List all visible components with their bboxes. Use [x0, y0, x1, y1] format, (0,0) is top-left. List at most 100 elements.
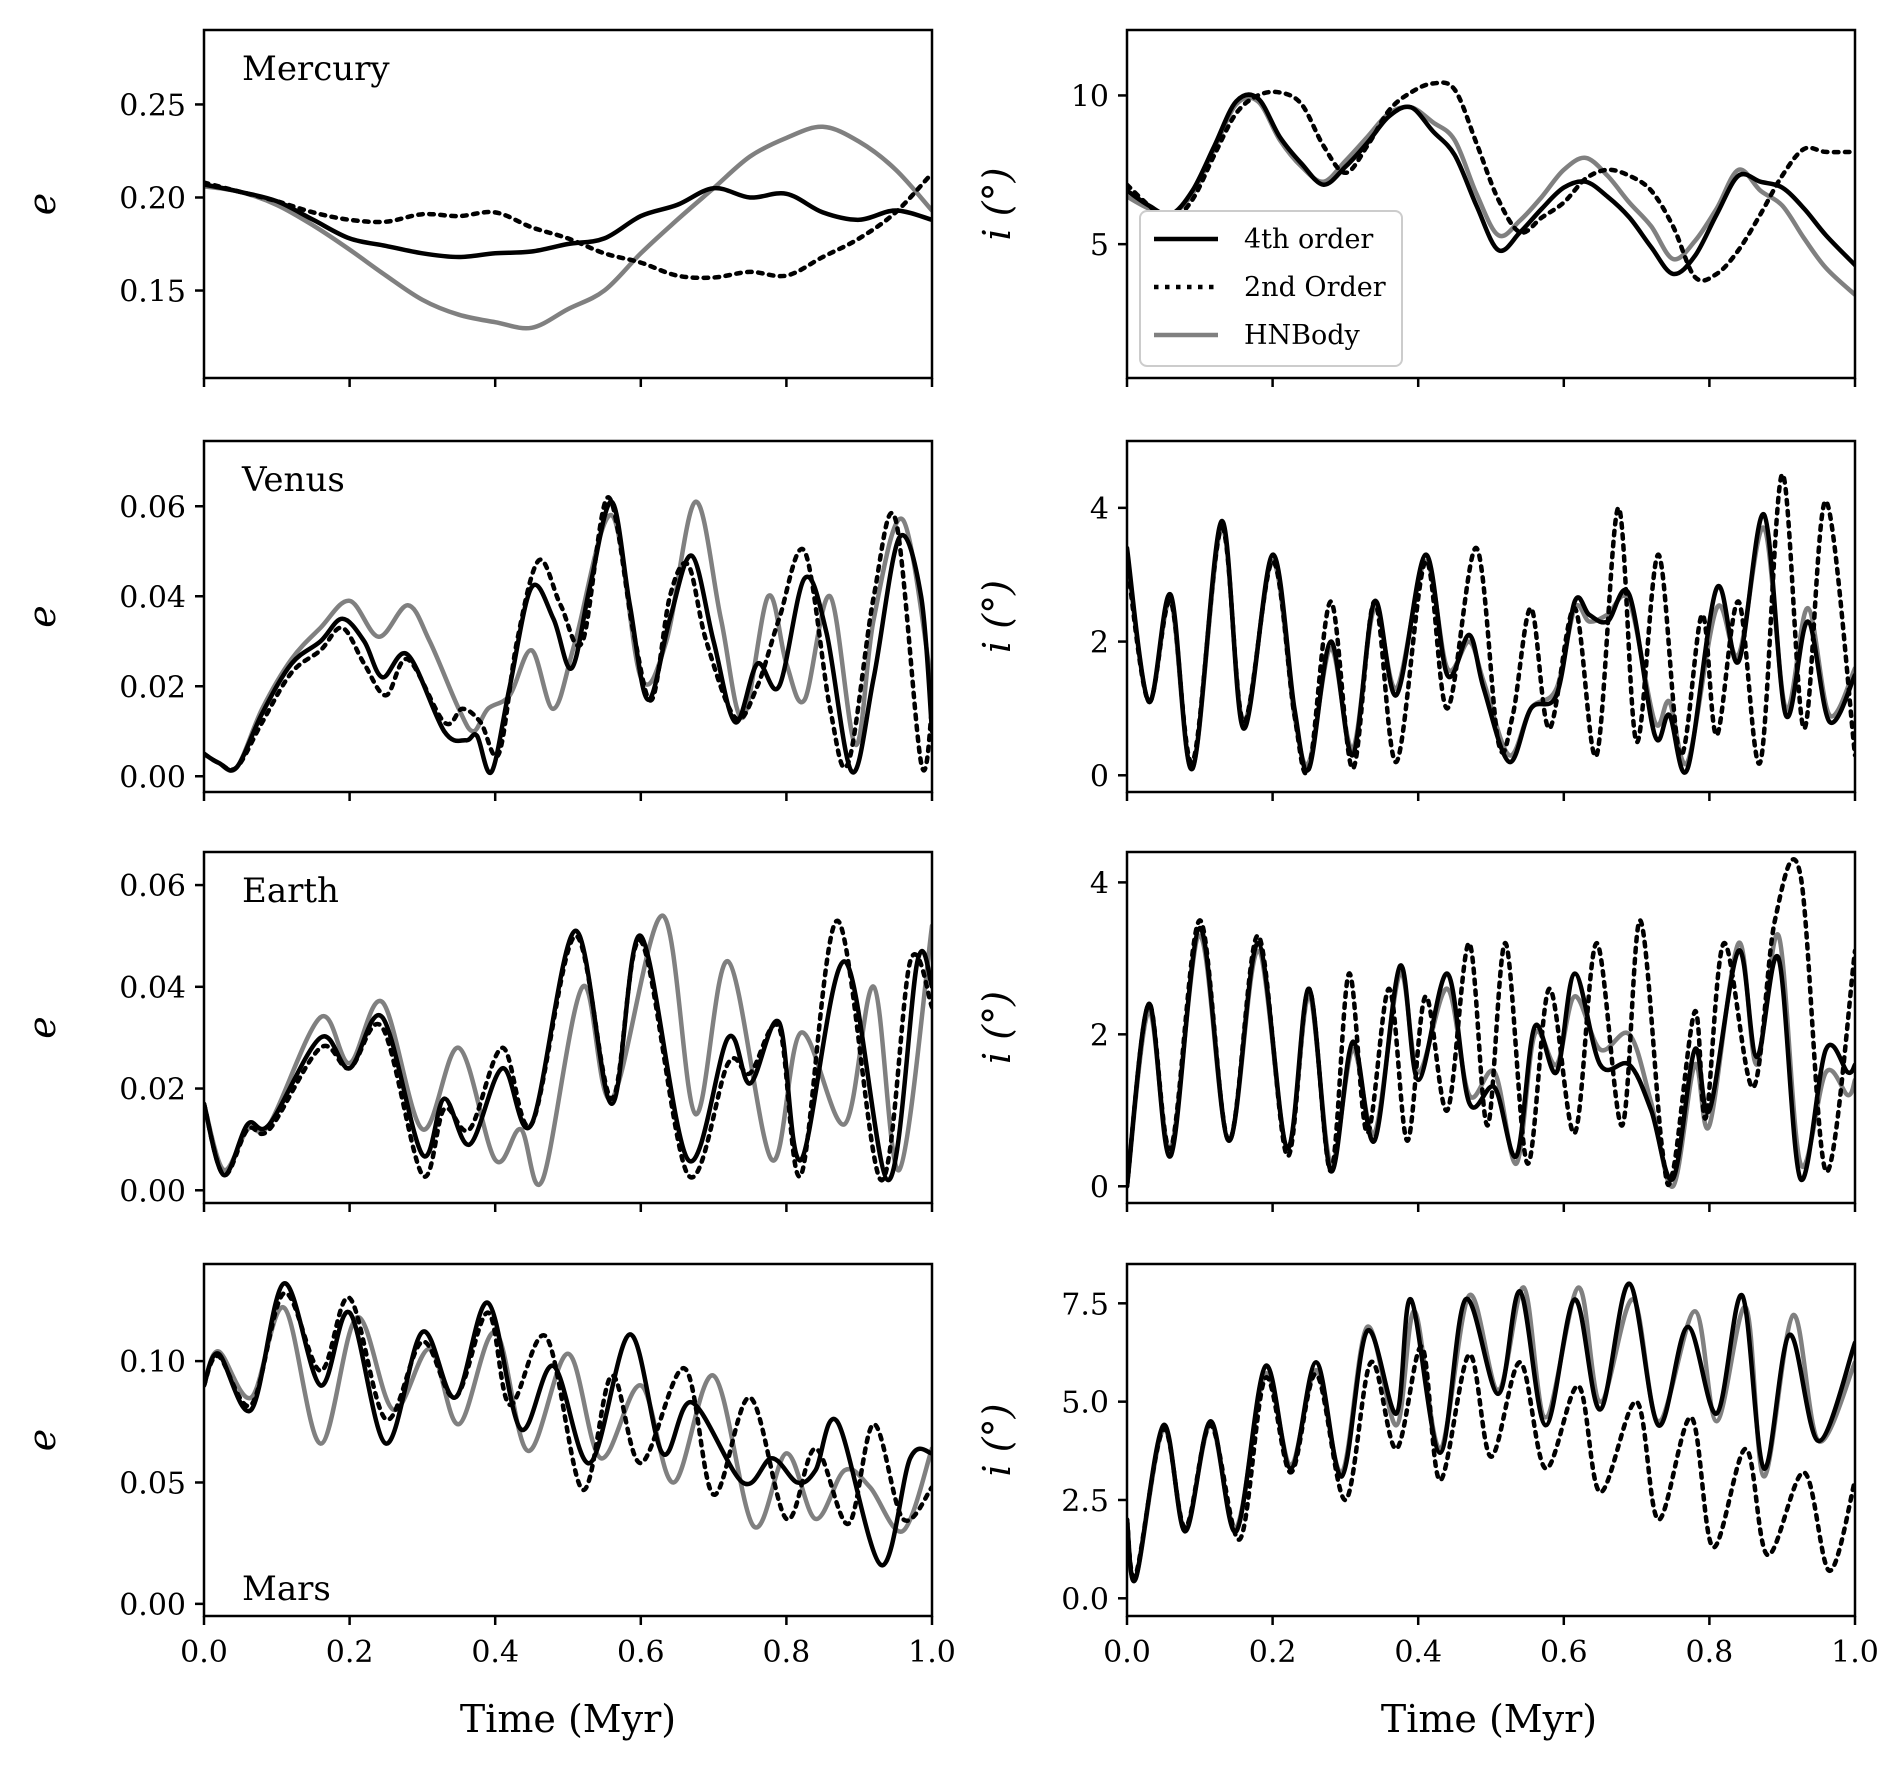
- venus-inclination-y-tick-label: 4: [1090, 492, 1109, 527]
- earth-eccentricity-planet-label: Earth: [242, 871, 339, 911]
- mercury-eccentricity-series: [204, 124, 932, 331]
- mercury-eccentricity-panel: 0.15 0.20 0.25 e Mercury: [20, 28, 934, 387]
- venus-eccentricity-line-2nd-order: [204, 495, 932, 773]
- earth-inclination-y-tick-label: 2: [1090, 1018, 1109, 1053]
- legend: 4th order 2nd Order HNBody: [1139, 210, 1403, 367]
- venus-eccentricity-line-hnbody: [204, 499, 932, 773]
- mercury-inclination-y-tick-label: 10: [1071, 79, 1109, 114]
- mars-eccentricity-series: [204, 1281, 932, 1568]
- venus-eccentricity-y-tick-label: 0.02: [119, 670, 186, 705]
- venus-eccentricity-line-4th-order: [204, 499, 932, 776]
- mars-inclination-line-hnbody: [1127, 1285, 1855, 1584]
- mercury-inclination-line-hnbody: [1127, 95, 1855, 297]
- x-axis-label-left: Time (Myr): [460, 1697, 676, 1741]
- earth-eccentricity-y-tick-label: 0.04: [119, 971, 186, 1006]
- earth-eccentricity-y-tick-label: 0.00: [119, 1174, 186, 1209]
- mars-eccentricity-x-tick-label: 1.0: [908, 1635, 956, 1670]
- venus-inclination-line-4th-order: [1127, 512, 1855, 775]
- venus-eccentricity-planet-label: Venus: [241, 460, 345, 500]
- venus-eccentricity-y-tick-label: 0.04: [119, 580, 186, 615]
- mars-inclination-y-tick-label: 0.0: [1061, 1582, 1109, 1617]
- mars-eccentricity-y-tick-label: 0.05: [119, 1466, 186, 1501]
- mercury-inclination-line-2nd-order: [1127, 80, 1855, 283]
- earth-inclination-line-4th-order: [1127, 925, 1855, 1189]
- mars-inclination-y-tick-label: 2.5: [1061, 1484, 1109, 1519]
- mercury-inclination-y-axis-label: i (°): [975, 168, 1019, 241]
- mercury-eccentricity-axes-frame: [202, 28, 934, 380]
- mars-inclination-x-tick-label: 0.0: [1103, 1635, 1151, 1670]
- mars-eccentricity-y-tick-label: 0.10: [119, 1345, 186, 1380]
- mars-inclination-y-axis-label: i (°): [975, 1404, 1019, 1477]
- earth-inclination-panel: 0 2 4 i (°): [975, 850, 1857, 1212]
- mars-inclination-panel: 0.0 0.2 0.4 0.6 0.8 1.0 0.0 2.5 5.0 7.5 i (°): [975, 1262, 1879, 1670]
- mercury-eccentricity-y-tick-label: 0.20: [119, 181, 186, 216]
- venus-eccentricity-axes-frame: [202, 439, 934, 794]
- mars-inclination-x-tick-label: 0.6: [1540, 1635, 1588, 1670]
- x-axis-labels: Time (Myr) Time (Myr): [460, 1697, 1597, 1741]
- mercury-eccentricity-planet-label: Mercury: [242, 49, 390, 89]
- mars-eccentricity-x-tick-label: 0.6: [617, 1635, 665, 1670]
- mercury-inclination-panel: 5 10 i (°): [975, 28, 1857, 387]
- earth-inclination-axes-frame: [1125, 850, 1857, 1205]
- earth-eccentricity-line-4th-order: [204, 928, 932, 1183]
- venus-eccentricity-y-axis-label: e: [20, 605, 64, 628]
- legend-label-hnbody: HNBody: [1244, 320, 1361, 351]
- mercury-eccentricity-y-tick-label: 0.15: [119, 275, 186, 310]
- earth-inclination-y-axis-label: i (°): [975, 991, 1019, 1064]
- earth-inclination-y-tick-label: 0: [1090, 1170, 1109, 1205]
- x-axis-label-right: Time (Myr): [1381, 1697, 1597, 1741]
- mercury-inclination-y-tick-label: 5: [1090, 228, 1109, 263]
- mercury-eccentricity-line-4th-order: [204, 182, 932, 260]
- venus-inclination-y-axis-label: i (°): [975, 580, 1019, 653]
- mars-eccentricity-axes-frame: [202, 1262, 934, 1618]
- venus-inclination-series: [1127, 472, 1855, 776]
- earth-eccentricity-y-axis-label: e: [20, 1016, 64, 1039]
- mars-inclination-series: [1127, 1281, 1855, 1584]
- mercury-inclination-axes-frame: [1125, 28, 1857, 380]
- mercury-eccentricity-line-hnbody: [204, 124, 932, 331]
- earth-eccentricity-axes-frame: [202, 850, 934, 1205]
- mars-eccentricity-line-2nd-order: [204, 1290, 932, 1527]
- earth-eccentricity-y-tick-label: 0.06: [119, 869, 186, 904]
- mars-eccentricity-line-hnbody: [204, 1305, 932, 1534]
- mercury-eccentricity-y-axis-label: e: [20, 193, 64, 216]
- mars-inclination-x-tick-label: 0.4: [1394, 1635, 1442, 1670]
- mars-eccentricity-planet-label: Mars: [242, 1569, 331, 1609]
- mars-eccentricity-panel: 0.0 0.2 0.4 0.6 0.8 1.0 0.00 0.05 0.10 e Mars: [20, 1262, 956, 1670]
- mercury-inclination-line-4th-order: [1127, 92, 1855, 277]
- mars-eccentricity-y-axis-label: e: [20, 1429, 64, 1452]
- venus-eccentricity-series: [204, 495, 932, 776]
- mars-inclination-y-tick-label: 5.0: [1061, 1386, 1109, 1421]
- legend-frame: [1139, 210, 1403, 367]
- earth-eccentricity-series: [204, 913, 932, 1187]
- venus-eccentricity-y-tick-label: 0.06: [119, 490, 186, 525]
- mars-inclination-line-4th-order: [1127, 1281, 1855, 1584]
- mars-eccentricity-x-tick-label: 0.8: [763, 1635, 811, 1670]
- mars-inclination-axes-frame: [1125, 1262, 1857, 1618]
- mars-eccentricity-line-4th-order: [204, 1281, 932, 1568]
- earth-inclination-y-tick-label: 4: [1090, 866, 1109, 901]
- mercury-inclination-series: [1127, 80, 1855, 297]
- mercury-eccentricity-line-2nd-order: [204, 171, 932, 281]
- venus-inclination-axes-frame: [1125, 439, 1857, 794]
- earth-eccentricity-y-tick-label: 0.02: [119, 1073, 186, 1108]
- venus-inclination-y-tick-label: 0: [1090, 759, 1109, 794]
- earth-inclination-line-2nd-order: [1127, 857, 1855, 1189]
- mars-eccentricity-x-tick-label: 0.0: [180, 1635, 228, 1670]
- legend-label-4th-order: 4th order: [1244, 224, 1373, 255]
- venus-eccentricity-panel: 0.00 0.02 0.04 0.06 e Venus: [20, 439, 934, 801]
- mars-inclination-x-tick-label: 0.8: [1686, 1635, 1734, 1670]
- mars-eccentricity-y-tick-label: 0.00: [119, 1588, 186, 1623]
- mars-eccentricity-x-tick-label: 0.4: [471, 1635, 519, 1670]
- mars-inclination-x-tick-label: 1.0: [1831, 1635, 1879, 1670]
- legend-label-2nd-order: 2nd Order: [1244, 272, 1386, 303]
- mars-inclination-y-tick-label: 7.5: [1061, 1287, 1109, 1322]
- venus-eccentricity-y-tick-label: 0.00: [119, 760, 186, 795]
- mars-eccentricity-x-tick-label: 0.2: [326, 1635, 374, 1670]
- mars-inclination-x-tick-label: 0.2: [1249, 1635, 1297, 1670]
- mercury-eccentricity-y-tick-label: 0.25: [119, 88, 186, 123]
- venus-inclination-y-tick-label: 2: [1090, 626, 1109, 661]
- venus-inclination-panel: 0 2 4 i (°): [975, 439, 1857, 801]
